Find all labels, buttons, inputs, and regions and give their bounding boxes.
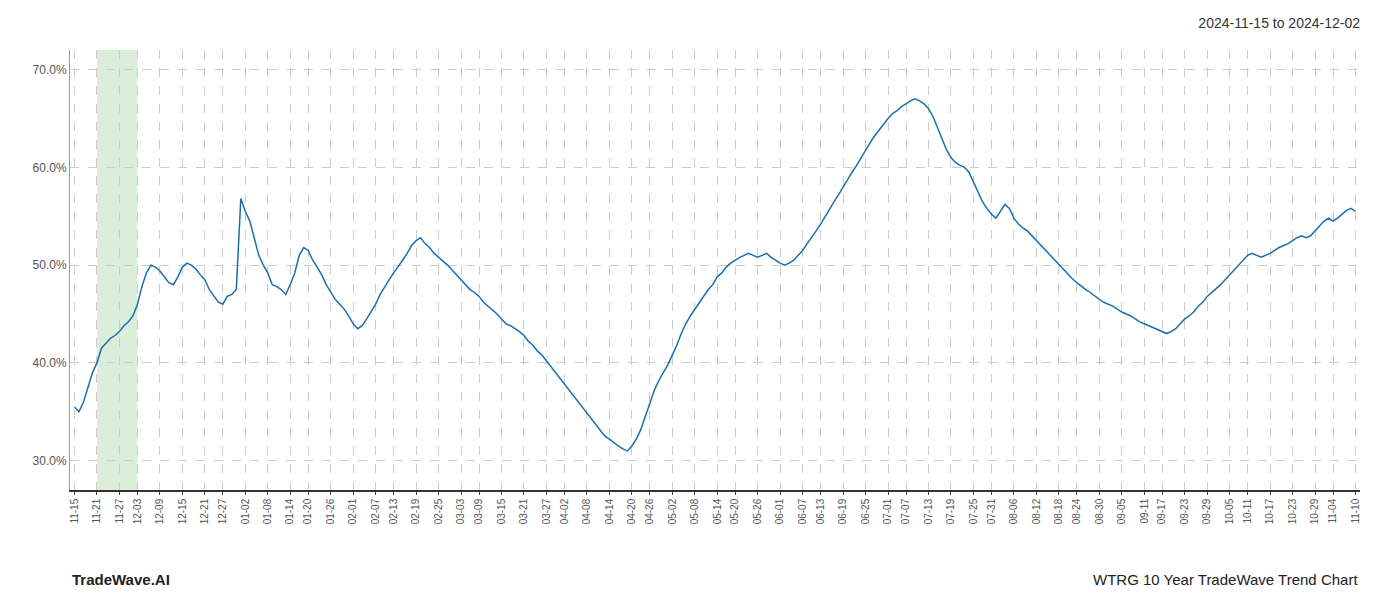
svg-text:07-13: 07-13 bbox=[923, 498, 934, 524]
svg-text:07-25: 07-25 bbox=[968, 498, 979, 524]
svg-text:12-27: 12-27 bbox=[217, 498, 228, 524]
svg-text:05-08: 05-08 bbox=[689, 498, 700, 524]
svg-text:02-13: 02-13 bbox=[388, 498, 399, 524]
svg-text:10-23: 10-23 bbox=[1287, 498, 1298, 524]
svg-text:07-01: 07-01 bbox=[882, 498, 893, 524]
svg-text:10-11: 10-11 bbox=[1242, 498, 1253, 523]
svg-text:30.0%: 30.0% bbox=[33, 454, 67, 468]
svg-text:05-02: 05-02 bbox=[667, 498, 678, 524]
svg-text:07-07: 07-07 bbox=[900, 498, 911, 524]
svg-text:11-04: 11-04 bbox=[1327, 498, 1338, 523]
svg-text:60.0%: 60.0% bbox=[33, 161, 67, 175]
svg-text:06-13: 06-13 bbox=[815, 498, 826, 524]
svg-text:01-02: 01-02 bbox=[240, 498, 251, 524]
svg-text:03-15: 03-15 bbox=[496, 498, 507, 524]
svg-text:11-10: 11-10 bbox=[1350, 498, 1361, 523]
svg-text:12-03: 12-03 bbox=[132, 498, 143, 524]
svg-text:03-03: 03-03 bbox=[455, 498, 466, 524]
svg-text:2024-11-15 to 2024-12-02: 2024-11-15 to 2024-12-02 bbox=[1198, 15, 1360, 31]
svg-text:08-06: 08-06 bbox=[1008, 498, 1019, 524]
svg-text:11-15: 11-15 bbox=[69, 498, 80, 523]
svg-text:10-17: 10-17 bbox=[1264, 498, 1275, 524]
svg-text:12-21: 12-21 bbox=[199, 498, 210, 524]
svg-text:08-12: 08-12 bbox=[1031, 498, 1042, 524]
svg-text:70.0%: 70.0% bbox=[33, 63, 67, 77]
svg-text:02-01: 02-01 bbox=[347, 498, 358, 524]
svg-text:08-24: 08-24 bbox=[1071, 498, 1082, 524]
svg-text:01-26: 01-26 bbox=[325, 498, 336, 524]
svg-text:11-21: 11-21 bbox=[91, 498, 102, 523]
svg-text:04-20: 04-20 bbox=[626, 498, 637, 524]
svg-text:12-09: 12-09 bbox=[154, 498, 165, 524]
svg-text:02-19: 02-19 bbox=[410, 498, 421, 524]
svg-text:07-19: 07-19 bbox=[945, 498, 956, 524]
svg-text:10-05: 10-05 bbox=[1224, 498, 1235, 524]
svg-text:50.0%: 50.0% bbox=[33, 258, 67, 272]
svg-text:09-11: 09-11 bbox=[1139, 498, 1150, 523]
svg-text:04-08: 04-08 bbox=[581, 498, 592, 524]
svg-text:03-21: 03-21 bbox=[518, 498, 529, 524]
svg-text:04-26: 04-26 bbox=[644, 498, 655, 524]
svg-text:09-29: 09-29 bbox=[1201, 498, 1212, 524]
svg-text:03-27: 03-27 bbox=[541, 498, 552, 524]
svg-text:02-07: 02-07 bbox=[370, 498, 381, 524]
svg-text:02-25: 02-25 bbox=[433, 498, 444, 524]
svg-text:06-25: 06-25 bbox=[860, 498, 871, 524]
svg-text:08-30: 08-30 bbox=[1094, 498, 1105, 524]
svg-text:12-15: 12-15 bbox=[177, 498, 188, 524]
svg-text:06-07: 06-07 bbox=[797, 498, 808, 524]
svg-text:05-26: 05-26 bbox=[752, 498, 763, 524]
svg-text:04-02: 04-02 bbox=[559, 498, 570, 524]
svg-text:09-23: 09-23 bbox=[1179, 498, 1190, 524]
svg-text:01-08: 01-08 bbox=[262, 498, 273, 524]
svg-text:04-14: 04-14 bbox=[604, 498, 615, 524]
svg-text:09-17: 09-17 bbox=[1156, 498, 1167, 524]
svg-text:06-01: 06-01 bbox=[774, 498, 785, 524]
svg-text:07-31: 07-31 bbox=[986, 498, 997, 524]
svg-text:40.0%: 40.0% bbox=[33, 356, 67, 370]
svg-text:06-19: 06-19 bbox=[837, 498, 848, 524]
svg-text:08-18: 08-18 bbox=[1053, 498, 1064, 524]
svg-text:05-14: 05-14 bbox=[712, 498, 723, 524]
svg-text:01-14: 01-14 bbox=[284, 498, 295, 524]
svg-text:WTRG 10 Year TradeWave Trend C: WTRG 10 Year TradeWave Trend Chart bbox=[1093, 571, 1358, 588]
svg-text:TradeWave.AI: TradeWave.AI bbox=[72, 571, 170, 588]
svg-text:10-29: 10-29 bbox=[1309, 498, 1320, 524]
svg-text:03-09: 03-09 bbox=[473, 498, 484, 524]
svg-text:09-05: 09-05 bbox=[1116, 498, 1127, 524]
svg-text:11-27: 11-27 bbox=[114, 498, 125, 523]
svg-text:01-20: 01-20 bbox=[302, 498, 313, 524]
svg-text:05-20: 05-20 bbox=[729, 498, 740, 524]
